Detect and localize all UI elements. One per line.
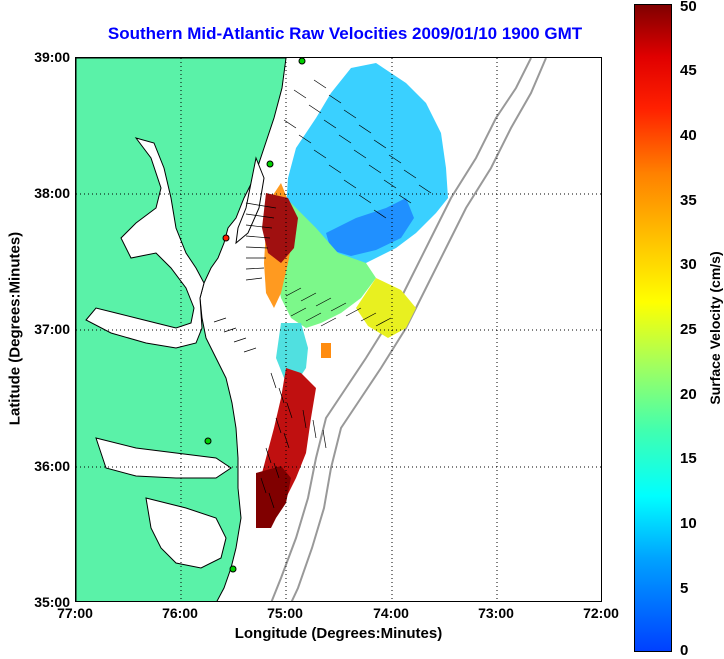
bathymetry-contour	[290, 58, 547, 601]
x-tick-label: 76:00	[162, 605, 198, 621]
velocity-vectors	[213, 79, 432, 509]
x-axis-label: Longitude (Degrees:Minutes)	[234, 625, 443, 642]
delmarva-inlet	[235, 156, 265, 245]
velocity-region-darkred	[262, 193, 298, 263]
velocity-region-maroon-south	[256, 466, 291, 528]
y-tick-label: 35:00	[34, 594, 70, 610]
map-title: Southern Mid-Atlantic Raw Velocities 200…	[107, 24, 583, 43]
colorbar-tick: 35	[680, 192, 697, 209]
colorbar-tick: 5	[680, 580, 689, 597]
colorbar-tick: 50	[680, 0, 697, 15]
velocity-region-green	[276, 198, 376, 328]
map-canvas	[76, 58, 601, 601]
radar-station-marker	[222, 234, 230, 242]
y-tick-label: 36:00	[34, 458, 70, 474]
radar-station-marker	[298, 58, 306, 65]
radar-station-marker	[229, 565, 237, 573]
chesapeake-bay	[85, 137, 205, 349]
x-tick-label: 73:00	[478, 605, 514, 621]
colorbar-tick: 25	[680, 321, 697, 338]
colorbar	[634, 4, 672, 652]
pamlico-sound	[145, 497, 227, 569]
y-tick-label: 39:00	[34, 49, 70, 65]
colorbar-tick: 10	[680, 515, 697, 532]
colorbar-tick: 20	[680, 386, 697, 403]
colorbar-tick: 0	[680, 642, 689, 659]
y-axis-label: Latitude (Degrees:Minutes)	[6, 231, 24, 426]
x-tick-label: 74:00	[373, 605, 409, 621]
colorbar-tick: 45	[680, 62, 697, 79]
map-plot-area	[75, 57, 602, 602]
bathymetry-contour	[270, 58, 532, 601]
x-tick-label: 77:00	[57, 605, 93, 621]
x-tick-label: 72:00	[583, 605, 619, 621]
y-tick-label: 37:00	[34, 321, 70, 337]
velocity-region-deepblue	[326, 198, 414, 256]
velocity-region-orange-spot	[321, 343, 331, 358]
colorbar-label: Surface Velocity (cm/s)	[707, 251, 723, 405]
radar-station-marker	[266, 160, 274, 168]
velocity-region-yellow	[356, 278, 416, 338]
radar-station-marker	[204, 437, 212, 445]
velocity-field	[256, 63, 448, 528]
colorbar-tick: 30	[680, 256, 697, 273]
colorbar-tick: 40	[680, 127, 697, 144]
x-tick-label: 75:00	[267, 605, 303, 621]
y-tick-label: 38:00	[34, 185, 70, 201]
colorbar-tick: 15	[680, 450, 697, 467]
albemarle-sound	[95, 437, 232, 479]
velocity-region-cyan-south	[276, 323, 308, 383]
map-grid	[76, 58, 601, 601]
